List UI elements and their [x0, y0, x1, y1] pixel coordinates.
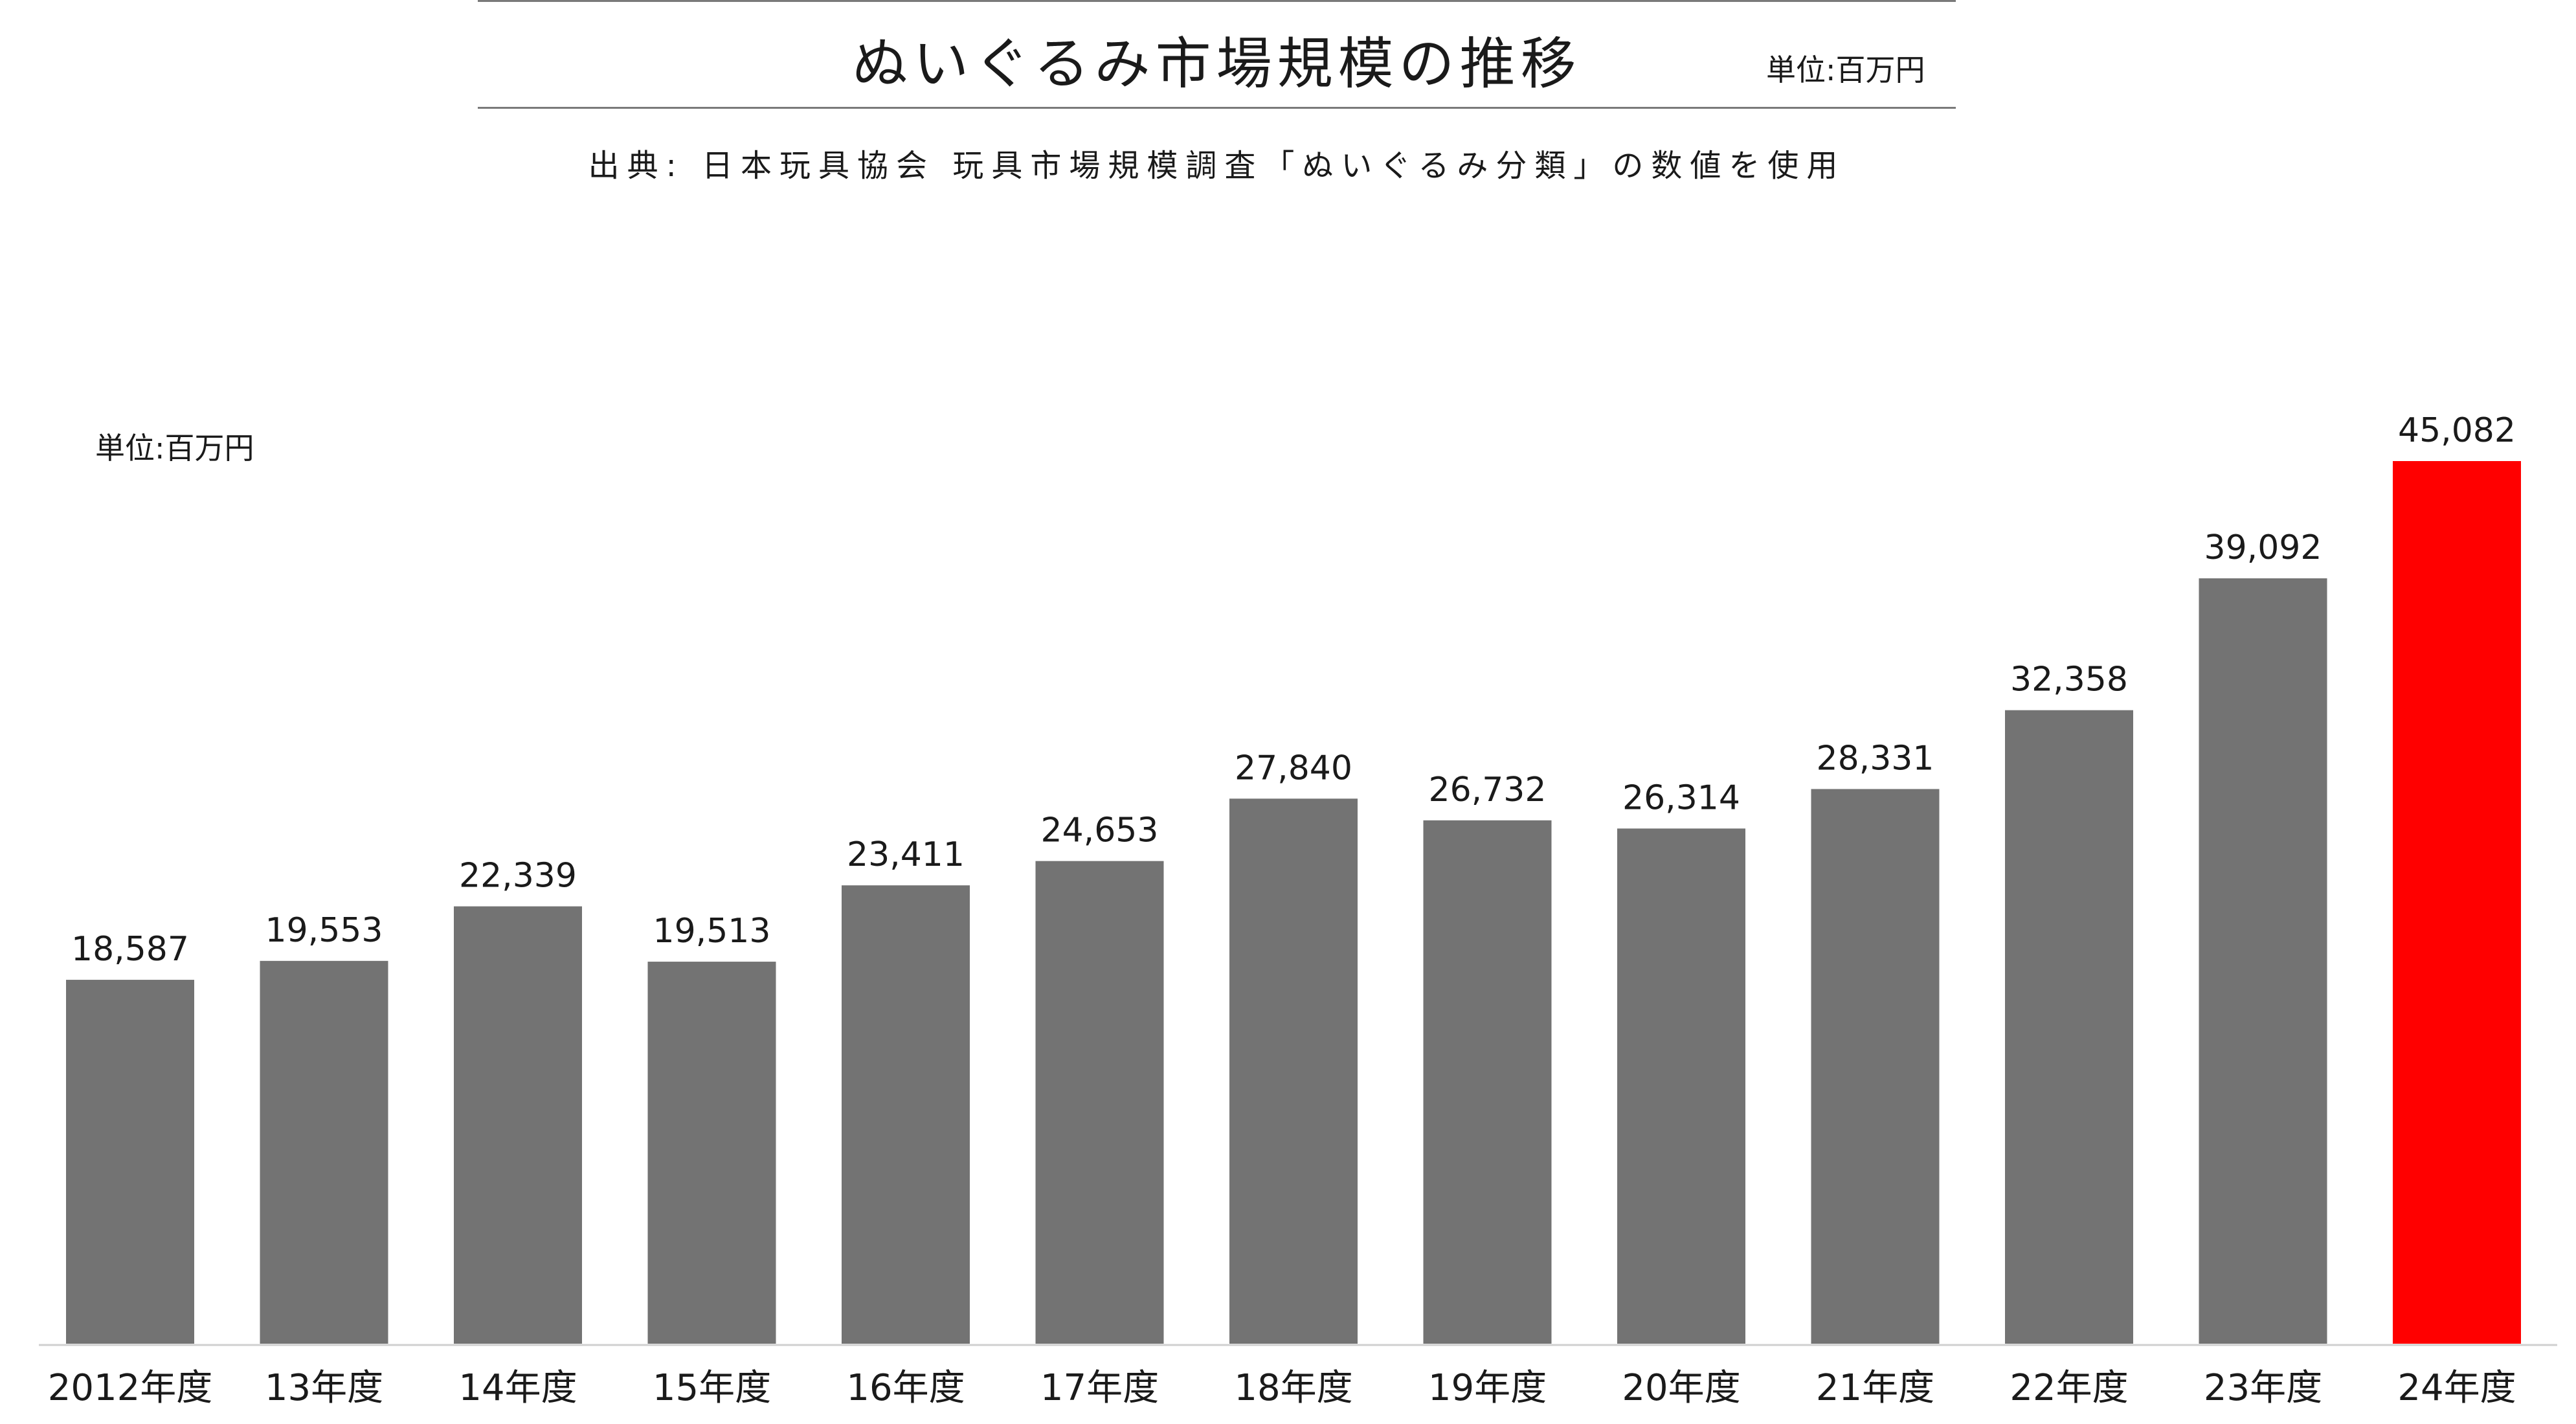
data-label-12: 39,092: [2204, 528, 2322, 567]
axis-unit-label: 単位:百万円: [95, 431, 254, 466]
data-label-5: 23,411: [847, 835, 965, 874]
data-label-1: 18,587: [71, 930, 189, 969]
bar-10: [1811, 789, 1940, 1344]
title-bottom-rule: [478, 107, 1956, 109]
bar-11: [2005, 710, 2133, 1344]
bar-3: [454, 906, 582, 1344]
data-label-3: 22,339: [459, 857, 577, 896]
data-label-11: 32,358: [2010, 661, 2128, 699]
x-tick-label-5: 16年度: [846, 1367, 965, 1409]
x-tick-label-4: 15年度: [653, 1367, 771, 1409]
x-tick-label-8: 19年度: [1428, 1367, 1547, 1409]
chart-title: ぬいぐるみ市場規模の推移: [852, 32, 1582, 96]
x-tick-label-3: 14年度: [458, 1367, 577, 1409]
title-unit-label: 単位:百万円: [1766, 52, 1925, 87]
data-label-10: 28,331: [1817, 739, 1934, 778]
bar-13: [2393, 461, 2521, 1344]
bar-9: [1617, 828, 1745, 1344]
data-label-6: 24,653: [1041, 811, 1159, 850]
x-tick-label-11: 22年度: [2010, 1367, 2128, 1409]
data-label-8: 26,732: [1429, 771, 1547, 809]
bar-8: [1423, 820, 1552, 1344]
bar-2: [260, 960, 388, 1344]
x-tick-label-6: 17年度: [1040, 1367, 1159, 1409]
bar-4: [647, 962, 776, 1344]
data-label-7: 27,840: [1235, 749, 1352, 787]
data-label-2: 19,553: [265, 911, 383, 950]
x-tick-label-10: 21年度: [1816, 1367, 1934, 1409]
bar-1: [66, 980, 194, 1344]
bar-7: [1229, 798, 1358, 1344]
title-top-rule: [478, 0, 1956, 2]
bar-6: [1035, 861, 1164, 1344]
x-tick-label-12: 23年度: [2204, 1367, 2322, 1409]
x-tick-label-9: 20年度: [1622, 1367, 1740, 1409]
x-tick-label-13: 24年度: [2397, 1367, 2516, 1409]
x-tick-label-7: 18年度: [1234, 1367, 1352, 1409]
x-tick-label-2: 13年度: [265, 1367, 383, 1409]
bar-12: [2199, 578, 2327, 1344]
source-note: 出典: 日本玩具協会 玩具市場規模調査「ぬいぐるみ分類」の数値を使用: [588, 148, 1846, 184]
x-tick-label-1: 2012年度: [48, 1367, 213, 1409]
data-label-9: 26,314: [1622, 778, 1740, 817]
bar-5: [842, 885, 970, 1344]
data-label-13: 45,082: [2398, 411, 2516, 450]
data-label-4: 19,513: [653, 912, 771, 951]
